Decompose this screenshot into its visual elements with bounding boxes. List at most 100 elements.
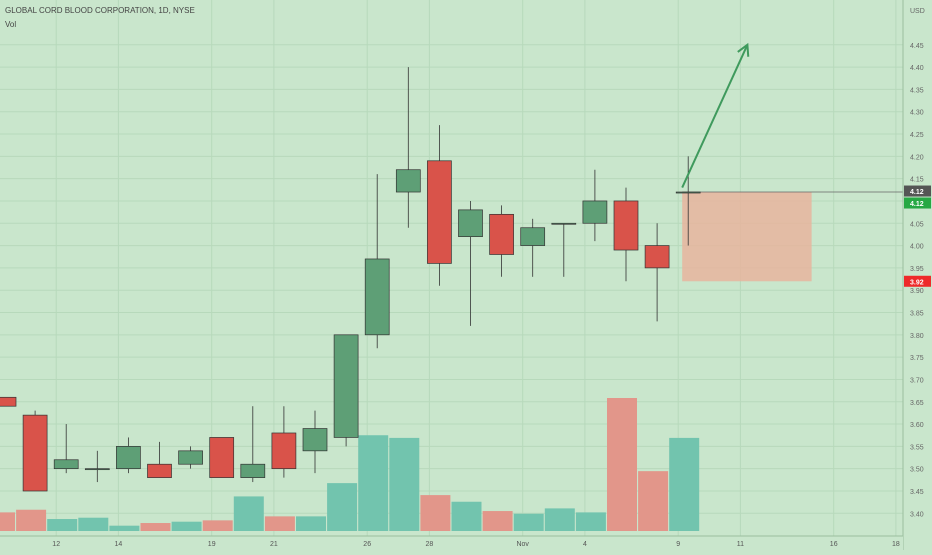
volume-bar	[47, 519, 78, 531]
time-tick-label: 12	[52, 541, 60, 548]
volume-bar	[575, 512, 606, 531]
volume-bar	[296, 516, 326, 531]
price-tick-label: 3.90	[910, 288, 924, 295]
time-tick-label: 4	[583, 541, 587, 548]
time-tick-label: 19	[208, 541, 216, 548]
price-tick-label: 4.25	[910, 132, 924, 139]
candle-body	[458, 209, 483, 237]
price-tick-label: 4.40	[910, 65, 924, 72]
candle-body	[582, 200, 608, 224]
time-axis[interactable]: 12 14 19 21 26 28 Nov 4 9 11 16 18	[0, 535, 903, 550]
drawing-layer[interactable]	[682, 191, 903, 282]
volume-bars	[0, 398, 700, 531]
time-tick-label: Nov	[516, 541, 529, 548]
time-tick-label: 16	[830, 541, 838, 548]
candle-body	[84, 468, 110, 471]
price-tick-label: 3.55	[910, 444, 924, 451]
price-badge	[904, 185, 931, 197]
price-tick-label: 3.85	[910, 311, 924, 318]
candle-body	[489, 213, 514, 255]
volume-bar	[171, 521, 202, 531]
time-tick-label: 26	[363, 541, 371, 548]
legend[interactable]: GLOBAL CORD BLOOD CORPORATION, 1D, NYSE …	[5, 6, 195, 29]
price-tick-label: 3.75	[910, 355, 924, 362]
price-tick-label: 4.05	[910, 221, 924, 228]
price-tick-label: 3.65	[910, 400, 924, 407]
volume-bar	[202, 520, 233, 531]
volume-bar	[233, 496, 264, 531]
price-tick-label: 4.20	[910, 154, 924, 161]
price-tick-label: 4.45	[910, 43, 924, 50]
time-tick-label: 28	[426, 541, 434, 548]
currency-label: USD	[910, 8, 925, 15]
candle-body	[0, 396, 17, 407]
price-tick-label: 4.15	[910, 177, 924, 184]
volume-bar	[109, 525, 140, 531]
volume-bar	[358, 435, 389, 531]
volume-bar	[482, 511, 513, 531]
price-badge-label: 4.12	[910, 189, 924, 196]
trend-arrow-layer[interactable]	[681, 42, 750, 188]
price-axis[interactable]: USD 3.40 3.45 3.50 3.55 3.60 3.65 3.70 3.75 3.80…	[902, 0, 932, 550]
candle-body	[675, 191, 701, 194]
candle-body	[333, 334, 359, 438]
candle-body	[116, 446, 141, 470]
volume-bar	[140, 523, 171, 531]
price-tick-label: 3.50	[910, 467, 924, 474]
symbol-title: GLOBAL CORD BLOOD CORPORATION, 1D, NYSE	[5, 6, 195, 15]
candle-body	[147, 463, 172, 478]
candle-body	[520, 227, 546, 246]
time-tick-label: 14	[115, 541, 123, 548]
volume-bar	[0, 512, 15, 531]
candle-body	[551, 222, 577, 225]
trend-arrow-head	[737, 42, 750, 57]
price-badges: 4.12 4.12 3.92	[904, 185, 931, 287]
price-tick-label: 3.40	[910, 511, 924, 518]
candle-body	[22, 414, 48, 492]
time-tick-label: 11	[737, 541, 744, 548]
volume-label: Vol	[5, 20, 16, 29]
candle-body	[644, 245, 670, 269]
price-badge-label: 3.92	[910, 279, 924, 286]
projection-zone	[682, 192, 812, 282]
volume-bar	[16, 509, 47, 531]
time-tick-label: 18	[892, 541, 900, 548]
volume-bar	[638, 471, 669, 531]
time-tick-label: 21	[270, 541, 278, 548]
volume-bar	[327, 483, 358, 531]
candle-body	[178, 450, 203, 465]
candle-body	[613, 200, 639, 251]
price-tick-label: 4.30	[910, 110, 924, 117]
volume-bar	[607, 398, 637, 531]
candle-body	[364, 258, 390, 336]
price-tick-label: 4.35	[910, 87, 924, 94]
volume-bar	[420, 495, 451, 531]
price-tick-label: 4.00	[910, 244, 924, 251]
candle-body	[302, 428, 328, 452]
volume-bar	[669, 437, 700, 531]
time-tick-label: 9	[676, 541, 680, 548]
price-tick-label: 3.45	[910, 489, 924, 496]
candle-body	[240, 463, 266, 478]
volume-bar	[389, 437, 420, 531]
candle-body	[53, 459, 79, 470]
volume-bar	[544, 508, 575, 531]
candle-body	[427, 160, 452, 264]
trend-arrow	[681, 44, 749, 188]
price-badge-label: 4.12	[910, 201, 924, 208]
candle-body	[271, 432, 297, 470]
price-tick-label: 3.60	[910, 422, 924, 429]
candle-body	[209, 437, 235, 478]
price-badge	[904, 197, 931, 209]
price-axis-background	[903, 0, 932, 550]
volume-bar	[78, 517, 109, 531]
price-tick-label: 3.95	[910, 266, 924, 273]
time-axis-background	[0, 536, 903, 550]
price-tick-label: 3.80	[910, 333, 924, 340]
price-tick-label: 3.70	[910, 377, 924, 384]
candle-body	[395, 169, 421, 193]
candles	[0, 67, 701, 492]
volume-bar	[451, 501, 482, 531]
